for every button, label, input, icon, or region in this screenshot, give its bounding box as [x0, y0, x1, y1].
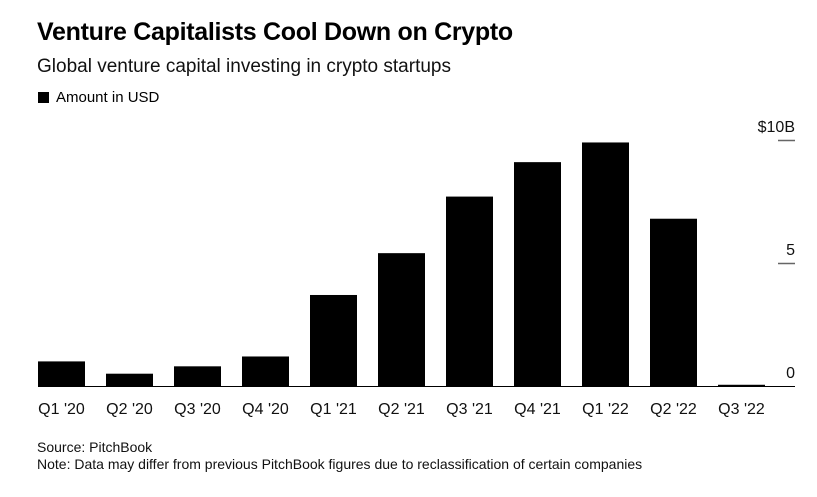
legend: Amount in USD	[38, 89, 159, 106]
x-tick-label: Q3 '22	[718, 401, 765, 418]
x-tick-label: Q1 '22	[582, 401, 629, 418]
x-tick-label: Q3 '21	[446, 401, 493, 418]
legend-swatch	[38, 92, 49, 103]
x-tick-label: Q1 '20	[38, 401, 85, 418]
bar-q4-20	[242, 356, 289, 386]
x-tick-label: Q3 '20	[174, 401, 221, 418]
x-tick-label: Q4 '20	[242, 401, 289, 418]
chart-subtitle: Global venture capital investing in cryp…	[37, 56, 451, 77]
y-tick-label: 0	[786, 365, 795, 382]
bar-q3-22	[718, 384, 765, 386]
bar-q1-20	[38, 361, 85, 386]
bar-q1-22	[582, 142, 629, 386]
chart-footer: Source: PitchBook Note: Data may differ …	[37, 439, 642, 473]
bars-group	[38, 142, 765, 386]
bar-q2-20	[106, 373, 153, 386]
y-tick-label: 5	[786, 242, 795, 259]
x-tick-label: Q2 '21	[378, 401, 425, 418]
x-tick-label: Q2 '22	[650, 401, 697, 418]
bar-q2-22	[650, 218, 697, 386]
x-tick-label: Q1 '21	[310, 401, 357, 418]
bar-q2-21	[378, 253, 425, 386]
y-axis: 0 5 $10B	[758, 119, 795, 382]
legend-label: Amount in USD	[56, 89, 160, 106]
footnote: Note: Data may differ from previous Pitc…	[37, 456, 643, 472]
bar-q3-21	[446, 196, 493, 386]
source-note: Source: PitchBook	[37, 439, 153, 455]
y-tick-label: $10B	[758, 119, 795, 136]
x-tick-label: Q4 '21	[514, 401, 561, 418]
bar-q1-21	[310, 294, 357, 386]
bar-q4-21	[514, 162, 561, 386]
chart-title: Venture Capitalists Cool Down on Crypto	[37, 18, 513, 46]
x-axis: Q1 '20 Q2 '20 Q3 '20 Q4 '20 Q1 '21 Q2 '21 Q3 '…	[38, 386, 795, 418]
x-tick-label: Q2 '20	[106, 401, 153, 418]
bar-q3-20	[174, 366, 221, 386]
